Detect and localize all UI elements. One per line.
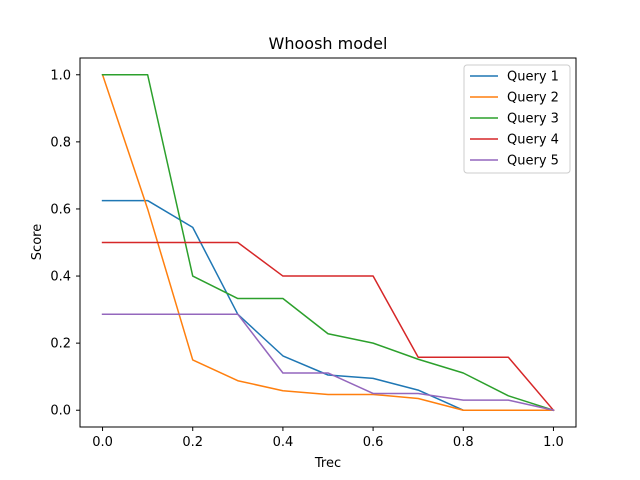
series-line-query-5 bbox=[101, 313, 555, 412]
chart-title: Whoosh model bbox=[269, 34, 388, 53]
x-axis-label: Trec bbox=[314, 456, 341, 471]
series-line-query-3 bbox=[101, 74, 555, 412]
x-tick-label: 0.6 bbox=[363, 435, 384, 450]
legend-frame bbox=[463, 64, 571, 174]
y-axis: 0.0 0.2 0.4 0.6 0.8 1.0 bbox=[50, 68, 80, 419]
x-axis: 0.0 0.2 0.4 0.6 0.8 1.0 bbox=[92, 427, 564, 450]
x-tick-label: 0.8 bbox=[453, 435, 474, 450]
y-tick-label: 0.6 bbox=[50, 202, 71, 217]
legend-label-query-3: Query 3 bbox=[507, 112, 559, 127]
legend-label-query-1: Query 1 bbox=[507, 70, 559, 85]
y-tick-label: 0.2 bbox=[50, 337, 71, 352]
legend-label-query-4: Query 4 bbox=[507, 133, 559, 148]
series-line-query-4 bbox=[101, 241, 555, 412]
legend: Query 1 Query 2 Query 3 Query 4 Query 5 bbox=[463, 64, 571, 174]
y-tick-label: 1.0 bbox=[50, 68, 71, 83]
y-tick-label: 0.4 bbox=[50, 270, 71, 285]
legend-label-query-5: Query 5 bbox=[507, 154, 559, 169]
x-tick-label: 1.0 bbox=[543, 435, 564, 450]
x-tick-label: 0.2 bbox=[182, 435, 203, 450]
legend-label-query-2: Query 2 bbox=[507, 91, 559, 106]
plot-frame bbox=[79, 57, 577, 428]
y-tick-label: 0.8 bbox=[50, 135, 71, 150]
y-axis-label: Score bbox=[30, 224, 45, 260]
series-line-query-2 bbox=[101, 73, 555, 411]
x-tick-label: 0.4 bbox=[273, 435, 294, 450]
series-layer bbox=[101, 73, 555, 412]
y-tick-label: 0.0 bbox=[50, 404, 71, 419]
x-tick-label: 0.0 bbox=[92, 435, 113, 450]
legend-items: Query 1 Query 2 Query 3 Query 4 Query 5 bbox=[470, 70, 559, 169]
